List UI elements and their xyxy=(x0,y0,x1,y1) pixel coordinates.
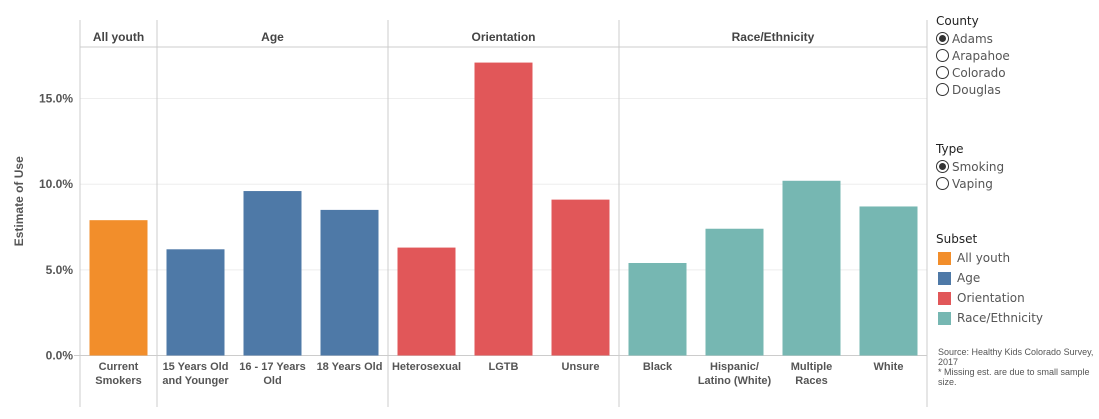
panel-header: All youth xyxy=(93,30,144,44)
county-option-douglas[interactable]: Douglas xyxy=(936,81,1010,98)
x-tick-label: Latino (White) xyxy=(698,375,772,387)
panel-header: Race/Ethnicity xyxy=(732,30,815,44)
county-option-colorado[interactable]: Colorado xyxy=(936,64,1010,81)
x-tick-label: 18 Years Old xyxy=(317,361,383,373)
y-tick-label: 10.0% xyxy=(39,177,73,191)
source-text: Source: Healthy Kids Colorado Survey, 20… xyxy=(938,347,1094,367)
radio-label: Douglas xyxy=(952,82,1001,97)
bar xyxy=(474,62,533,356)
type-option-smoking[interactable]: Smoking xyxy=(936,158,1004,175)
y-tick-label: 0.0% xyxy=(46,349,74,363)
y-tick-label: 5.0% xyxy=(46,263,74,277)
bar-chart: 0.0% 5.0% 10.0% 15.0% Estimate of Use All you… xyxy=(12,20,928,407)
legend-item[interactable]: All youth xyxy=(936,248,1043,268)
panel-header: Orientation xyxy=(471,30,535,44)
x-tick-label: Old xyxy=(263,375,281,387)
legend-label: Race/Ethnicity xyxy=(957,311,1044,325)
type-filter-title: Type xyxy=(936,142,964,156)
x-tick-label: Multiple xyxy=(791,361,833,373)
county-option-adams[interactable]: Adams xyxy=(936,30,1010,47)
x-tick-label: Heterosexual xyxy=(392,361,461,373)
legend-label: All youth xyxy=(957,251,1011,265)
bar xyxy=(243,191,302,356)
x-tick-label: Current xyxy=(99,361,139,373)
x-tick-label: Smokers xyxy=(95,375,141,387)
radio-label: Adams xyxy=(952,31,993,46)
x-tick-label: 15 Years Old xyxy=(163,361,229,373)
legend-swatch xyxy=(938,311,951,325)
radio-label: Colorado xyxy=(952,65,1006,80)
bar xyxy=(166,249,225,356)
x-tick-label: White xyxy=(874,361,904,373)
radio-button-icon[interactable] xyxy=(936,66,949,79)
panel-header: Age xyxy=(261,30,284,44)
type-option-vaping[interactable]: Vaping xyxy=(936,175,1004,192)
radio-button-icon[interactable] xyxy=(936,160,949,173)
bar xyxy=(397,247,456,356)
bar xyxy=(705,228,764,356)
missing-note: * Missing est. are due to small sample s… xyxy=(938,367,1090,387)
type-filter: Type Smoking Vaping xyxy=(936,142,1004,192)
radio-button-icon[interactable] xyxy=(936,32,949,45)
x-tick-label: 16 - 17 Years xyxy=(239,361,305,373)
bar xyxy=(782,180,841,356)
radio-label: Smoking xyxy=(952,159,1005,174)
county-filter: County Adams Arapahoe Colorado Douglas xyxy=(936,14,1010,98)
x-tick-label: Black xyxy=(643,361,673,373)
bar xyxy=(551,199,610,356)
source-note: Source: Healthy Kids Colorado Survey, 20… xyxy=(938,347,1098,387)
bar xyxy=(628,262,687,356)
y-axis-title: Estimate of Use xyxy=(12,156,26,246)
legend-item[interactable]: Race/Ethnicity xyxy=(936,308,1043,328)
x-tick-label: Hispanic/ xyxy=(710,361,759,373)
radio-button-icon[interactable] xyxy=(936,177,949,190)
bar xyxy=(859,206,918,356)
legend-item[interactable]: Orientation xyxy=(936,288,1043,308)
y-tick-label: 15.0% xyxy=(39,92,73,106)
legend-swatch xyxy=(938,271,951,285)
radio-label: Vaping xyxy=(952,176,993,191)
county-option-arapahoe[interactable]: Arapahoe xyxy=(936,47,1010,64)
county-filter-title: County xyxy=(936,14,979,28)
legend-swatch xyxy=(938,251,951,265)
legend-swatch xyxy=(938,291,951,305)
bar xyxy=(320,209,379,356)
x-tick-label: LGTB xyxy=(489,361,519,373)
radio-button-icon[interactable] xyxy=(936,49,949,62)
legend-item[interactable]: Age xyxy=(936,268,1043,288)
radio-label: Arapahoe xyxy=(952,48,1010,63)
x-tick-label: Unsure xyxy=(562,361,600,373)
legend-label: Orientation xyxy=(957,291,1025,305)
legend-label: Age xyxy=(957,271,981,285)
subset-legend-title: Subset xyxy=(936,232,978,246)
x-tick-label: Races xyxy=(795,375,827,387)
subset-legend: Subset All youth Age Orientation Race/Ethni… xyxy=(936,232,1043,328)
bar xyxy=(89,220,148,356)
radio-button-icon[interactable] xyxy=(936,83,949,96)
x-tick-label: and Younger xyxy=(162,375,229,387)
